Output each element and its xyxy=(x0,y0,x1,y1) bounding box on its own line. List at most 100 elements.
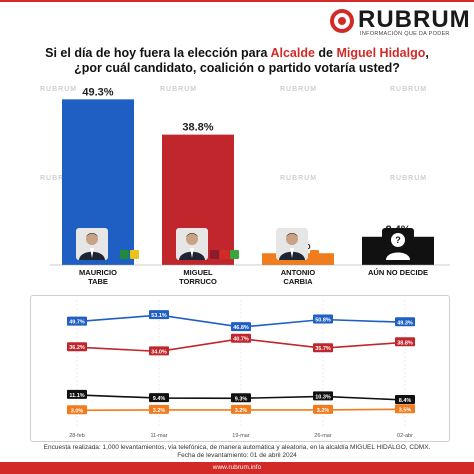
party-badge-pt xyxy=(220,250,229,259)
point-value-text: 3.5% xyxy=(399,407,412,413)
trend-line-chart: 28-feb 11-mar 19-mar 26-mar 02-abr 49.7% 53.1%… xyxy=(67,300,415,439)
trend-chart-frame: 28-feb 11-mar 19-mar 26-mar 02-abr 49.7% 53.1%… xyxy=(30,295,450,442)
point-value-label: 9.4% xyxy=(149,393,169,403)
point-value-label: 49.3% xyxy=(395,317,415,327)
website-link[interactable]: www.rubrum.info xyxy=(0,462,474,474)
party-badge-pri xyxy=(120,250,129,259)
point-value-text: 40.7% xyxy=(233,337,249,343)
candidate-name-line-2: TABE xyxy=(88,277,108,286)
unknown-person-icon: ? xyxy=(382,228,414,260)
candidate-name-line-1: MIGUEL xyxy=(183,268,213,277)
x-tick-label: 02-abr xyxy=(397,433,413,439)
vote-intention-bar-chart: 49.3%38.8%3.5%8.4% xyxy=(50,86,450,266)
point-value-label: 53.1% xyxy=(149,310,169,320)
point-value-label: 49.7% xyxy=(67,316,87,326)
point-value-box xyxy=(313,391,333,401)
brand-tagline: INFORMACIÓN QUE DA PODER xyxy=(360,31,450,37)
point-value-label: 9.3% xyxy=(231,393,251,403)
point-value-text: 8.4% xyxy=(399,398,412,404)
header-accent-rule xyxy=(0,0,474,2)
candidate-name: ANTONIO CARBIA xyxy=(256,268,340,286)
point-value-box xyxy=(149,310,169,320)
point-value-box xyxy=(395,404,415,414)
point-value-label: 3.2% xyxy=(231,404,251,414)
point-value-text: 9.4% xyxy=(153,396,166,402)
man-in-suit-icon xyxy=(276,228,308,260)
point-value-label: 38.8% xyxy=(395,337,415,347)
party-badge-mor xyxy=(210,250,219,259)
point-value-box xyxy=(67,405,87,415)
point-value-box xyxy=(231,322,251,332)
logo-mark-icon xyxy=(330,9,354,33)
point-value-box xyxy=(149,393,169,403)
point-value-label: 35.7% xyxy=(313,343,333,353)
watermark: RUBRUM xyxy=(40,86,78,93)
watermark: RUBRUM xyxy=(160,86,198,93)
watermark: RUBRUM xyxy=(280,175,318,182)
title-part-1: Si el día de hoy fuera la elección para xyxy=(45,46,271,60)
point-value-box xyxy=(313,343,333,353)
point-value-text: 11.1% xyxy=(69,393,84,399)
methodology-line-2: Fecha de levantamiento: 01 de abril 2024 xyxy=(177,452,297,459)
point-value-label: 40.7% xyxy=(231,333,251,343)
point-value-box xyxy=(231,393,251,403)
point-value-label: 34.0% xyxy=(149,346,169,356)
party-badge-mc xyxy=(310,250,319,259)
methodology-line-1: Encuesta realizada: 1,000 levantamientos… xyxy=(43,444,431,451)
man-in-suit-icon xyxy=(76,228,108,260)
point-value-box xyxy=(313,314,333,324)
point-value-label: 50.8% xyxy=(313,314,333,324)
point-value-text: 3.2% xyxy=(317,408,330,414)
point-value-text: 50.8% xyxy=(315,318,331,324)
brand-logo: RUBRUM INFORMACIÓN QUE DA PODER xyxy=(330,6,474,37)
point-value-text: 46.8% xyxy=(233,325,249,331)
bar-value-label: 38.8% xyxy=(182,122,213,134)
candidate-name-line-2: CARBIA xyxy=(283,277,313,286)
point-value-box xyxy=(395,337,415,347)
point-value-label: 3.0% xyxy=(67,405,87,415)
candidate-name: MAURICIO TABE xyxy=(56,268,140,286)
point-value-label: 3.2% xyxy=(149,404,169,414)
point-value-box xyxy=(395,317,415,327)
methodology-note: Encuesta realizada: 1,000 levantamientos… xyxy=(0,444,474,460)
candidate-name-line-1: MAURICIO xyxy=(79,268,117,277)
candidate-name-line-1: ANTONIO xyxy=(280,268,316,277)
watermark: RUBRUM xyxy=(390,86,428,93)
watermark: RUBRUM xyxy=(390,175,428,182)
point-value-label: 3.2% xyxy=(313,404,333,414)
point-value-box xyxy=(395,395,415,404)
svg-text:?: ? xyxy=(395,235,401,245)
point-value-text: 49.7% xyxy=(69,320,85,326)
candidate-name-line-1: AÚN NO DECIDE xyxy=(367,268,428,277)
question-title: Si el día de hoy fuera la elección para … xyxy=(0,46,474,76)
point-value-label: 3.5% xyxy=(395,404,415,414)
party-badge-pan xyxy=(110,250,119,259)
point-value-text: 36.2% xyxy=(69,345,85,351)
candidate-name: AÚN NO DECIDE xyxy=(356,268,440,277)
point-value-label: 36.2% xyxy=(67,342,87,352)
x-tick-label: 19-mar xyxy=(232,433,250,439)
point-value-box xyxy=(149,346,169,356)
title-part-3: , xyxy=(425,46,429,60)
bar-value-label: 49.3% xyxy=(82,86,113,98)
point-value-label: 11.1% xyxy=(67,389,87,399)
x-tick-label: 11-mar xyxy=(150,433,167,439)
title-highlight-office: Alcalde xyxy=(270,46,315,60)
point-value-text: 3.0% xyxy=(71,408,84,414)
point-value-box xyxy=(313,404,333,414)
point-value-text: 38.8% xyxy=(397,340,413,346)
point-value-text: 3.2% xyxy=(153,408,166,414)
point-value-box xyxy=(149,404,169,414)
watermark: RUBRUM xyxy=(40,175,78,182)
point-value-box xyxy=(67,316,87,326)
x-tick-label: 26-mar xyxy=(314,433,332,439)
point-value-box xyxy=(67,389,87,399)
point-value-label: 10.3% xyxy=(313,391,333,401)
party-badge-prd xyxy=(130,250,139,259)
party-badge-pvem xyxy=(230,250,239,259)
point-value-label: 8.4% xyxy=(395,395,415,404)
brand-name: RUBRUM xyxy=(358,6,471,33)
point-value-box xyxy=(231,404,251,414)
point-value-box xyxy=(231,333,251,343)
candidate-name-line-2: TORRUCO xyxy=(179,277,217,286)
